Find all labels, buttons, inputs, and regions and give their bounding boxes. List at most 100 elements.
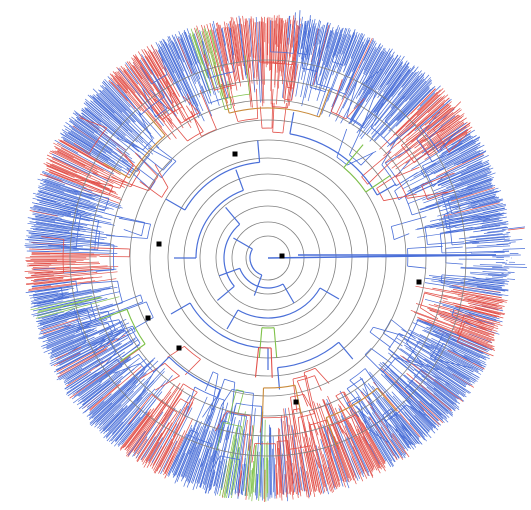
clade-branch	[116, 147, 134, 166]
clade-branch	[90, 180, 120, 189]
tip-branch	[272, 435, 276, 499]
clade-branch	[367, 428, 389, 443]
tip-branch	[393, 91, 438, 136]
tip-branch	[140, 57, 152, 75]
tip-branch	[399, 414, 420, 438]
tip-branch	[305, 435, 318, 488]
tip-branch	[204, 450, 216, 490]
clade-connector	[181, 115, 195, 124]
tip-branch	[72, 381, 103, 404]
tip-branch	[301, 19, 313, 80]
tip-branch	[59, 140, 110, 170]
tip-branch	[406, 373, 452, 412]
clade-branch	[67, 189, 109, 199]
tip-branch	[46, 157, 101, 183]
tip-branch	[221, 27, 227, 46]
tip-branch	[482, 207, 505, 213]
tip-branch	[172, 420, 199, 478]
tip-branch	[310, 28, 318, 55]
tip-branch	[359, 38, 374, 69]
clade-connector	[61, 287, 64, 298]
tip-branch	[418, 318, 495, 350]
tip-branch	[382, 396, 423, 445]
tip-branch	[49, 169, 103, 192]
tip-branch	[27, 217, 82, 227]
tip-branch	[470, 273, 507, 277]
clade-connector	[272, 131, 283, 134]
clade-branch	[173, 429, 192, 467]
clade-branch	[78, 225, 100, 232]
tip-branch	[433, 387, 460, 408]
tip-branch	[424, 277, 502, 289]
tip-branch	[441, 115, 456, 127]
tip-branch	[41, 314, 58, 320]
tip-branch	[143, 58, 179, 115]
tip-branch	[442, 294, 503, 308]
tip-branch	[321, 30, 332, 61]
tip-branch	[419, 184, 496, 210]
tip-branch	[213, 458, 221, 487]
tip-branch	[436, 128, 468, 150]
clade-branch	[276, 441, 279, 466]
tip-branch	[255, 436, 259, 496]
clade-branch	[150, 89, 168, 109]
tip-branch	[335, 456, 345, 483]
tip-branch	[449, 182, 492, 198]
tip-branch	[103, 371, 165, 439]
tip-branch	[49, 172, 75, 183]
tip-branch	[226, 438, 238, 498]
clade-branch	[122, 343, 141, 358]
tip-branch	[369, 416, 398, 461]
tip-branch	[250, 16, 255, 58]
tip-branch	[416, 357, 470, 394]
tip-branch	[507, 278, 516, 280]
clade-connector	[390, 226, 395, 240]
clade-branch	[43, 280, 76, 287]
tip-branch	[105, 380, 155, 433]
tip-branch	[128, 61, 167, 114]
clade-connector	[231, 388, 254, 394]
tip-branch	[460, 142, 481, 155]
tip-branch	[86, 401, 105, 417]
tip-branch	[310, 448, 321, 495]
tip-branch	[61, 364, 83, 378]
tip-branch	[474, 318, 496, 325]
tip-branch	[475, 296, 507, 303]
clade-branch	[141, 87, 156, 118]
tip-branch	[217, 22, 233, 90]
clade-branch	[330, 79, 343, 112]
tip-branch	[38, 191, 106, 212]
tip-branch	[162, 38, 195, 105]
tip-branch	[86, 107, 135, 148]
tip-branch	[33, 301, 55, 307]
tip-branch	[54, 158, 79, 170]
tip-branch	[31, 271, 87, 277]
tip-branch	[438, 205, 506, 221]
tip-branch	[422, 329, 487, 361]
clade-branch	[219, 90, 226, 110]
clade-branch	[442, 342, 473, 364]
tip-branch	[362, 422, 386, 463]
tip-branch	[124, 408, 155, 448]
tip-branch	[215, 28, 228, 76]
tip-branch	[190, 458, 200, 483]
internal-connector	[289, 133, 378, 196]
node-marker	[232, 151, 238, 157]
clade-branch	[214, 62, 225, 100]
tip-branch	[390, 355, 460, 410]
tip-branch	[233, 411, 246, 490]
tip-branch	[112, 78, 142, 111]
clade-branch	[30, 272, 64, 276]
tip-branch	[357, 408, 392, 464]
tip-branch	[84, 396, 104, 413]
tip-branch	[210, 471, 216, 490]
tip-branch	[373, 381, 421, 438]
clade-branch	[446, 223, 463, 230]
tip-branch	[209, 30, 225, 88]
tip-branch	[60, 139, 115, 171]
tip-branch	[343, 31, 358, 67]
tip-branch	[262, 21, 265, 85]
tip-branch	[65, 358, 101, 380]
tip-branch	[382, 362, 449, 423]
tip-branch	[37, 306, 92, 323]
